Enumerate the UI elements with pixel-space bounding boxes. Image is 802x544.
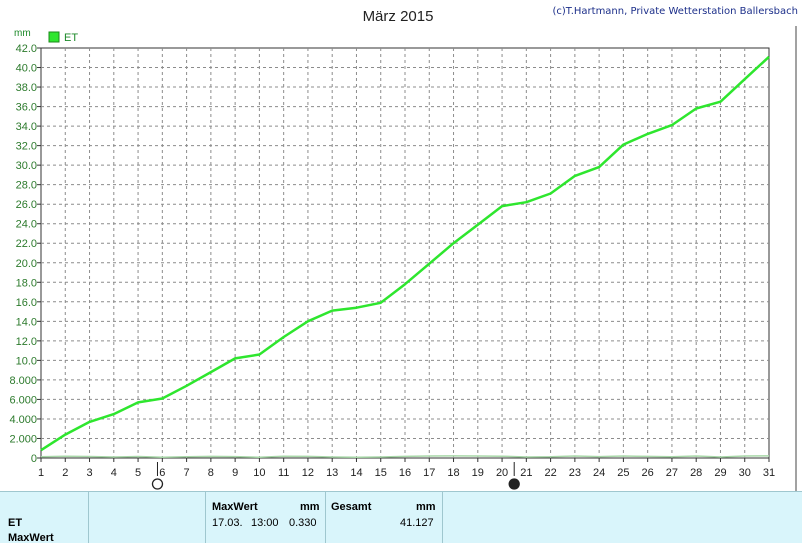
x-tick-label: 16 — [399, 467, 411, 479]
y-tick-label: 22.0 — [16, 238, 37, 250]
x-tick-label: 31 — [763, 467, 775, 479]
series-line-et — [40, 55, 770, 452]
y-tick-label: 2.000 — [9, 433, 37, 445]
new-moon-icon — [508, 478, 520, 490]
y-tick-label: 34.0 — [16, 121, 37, 133]
y-tick-label: 12.0 — [16, 336, 37, 348]
x-tick-label: 27 — [666, 467, 678, 479]
y-tick-label: 24.0 — [16, 219, 37, 231]
y-tick-label: 6.000 — [9, 394, 37, 406]
x-tick-label: 2 — [62, 467, 68, 479]
x-tick-label: 15 — [375, 467, 387, 479]
chart-background — [0, 0, 802, 491]
row-label-et: ET — [8, 517, 23, 529]
maxwert-time: 13:00 — [251, 517, 279, 529]
y-tick-label: 4.000 — [9, 414, 37, 426]
y-tick-label: 16.0 — [16, 297, 37, 309]
series-line-et-daily — [40, 455, 770, 458]
x-tick-label: 7 — [184, 467, 190, 479]
x-tick-label: 21 — [520, 467, 532, 479]
column-divider — [325, 492, 326, 543]
full-moon-icon — [151, 478, 164, 490]
x-tick-label: 8 — [208, 467, 214, 479]
x-tick-label: 17 — [423, 467, 435, 479]
y-tick-label: 36.0 — [16, 102, 37, 114]
x-tick-label: 13 — [326, 467, 338, 479]
maxwert-value: 0.330 — [289, 517, 317, 529]
y-tick-label: 8.000 — [9, 375, 37, 387]
x-tick-label: 20 — [496, 467, 508, 479]
x-tick-label: 24 — [593, 467, 605, 479]
x-tick-label: 11 — [278, 467, 289, 479]
x-tick-label: 19 — [472, 467, 484, 479]
x-tick-label: 18 — [447, 467, 459, 479]
x-tick-label: 30 — [739, 467, 751, 479]
legend-label-et: ET — [64, 32, 78, 44]
y-tick-label: 18.0 — [16, 277, 37, 289]
y-axis-unit: mm — [14, 28, 31, 39]
y-tick-label: 38.0 — [16, 82, 37, 94]
y-tick-label: 20.0 — [16, 258, 37, 270]
x-tick-label: 23 — [569, 467, 581, 479]
y-tick-label: 14.0 — [16, 316, 37, 328]
x-tick-label: 4 — [111, 467, 117, 479]
chart: März 2015 (c)T.Hartmann, Private Wetters… — [0, 0, 802, 491]
y-tick-label: 28.0 — [16, 180, 37, 192]
x-tick-label: 25 — [617, 467, 629, 479]
x-tick-label: 26 — [642, 467, 654, 479]
y-tick-label: 0 — [31, 453, 37, 465]
y-tick-label: 26.0 — [16, 199, 37, 211]
x-tick-label: 28 — [690, 467, 702, 479]
x-tick-label: 10 — [253, 467, 265, 479]
gesamt-header: Gesamt — [331, 501, 372, 513]
legend-swatch-et — [48, 31, 60, 43]
x-tick-label: 6 — [159, 467, 165, 479]
chart-credit: (c)T.Hartmann, Private Wetterstation Bal… — [552, 6, 798, 17]
x-tick-label: 22 — [544, 467, 556, 479]
gesamt-value: 41.127 — [400, 517, 434, 529]
data-table: MaxWert mm Gesamt mm ET 17.03. 13:00 0.3… — [0, 491, 802, 544]
x-tick-label: 5 — [135, 467, 141, 479]
x-tick-label: 3 — [86, 467, 92, 479]
x-tick-label: 9 — [232, 467, 238, 479]
y-tick-label: 10.0 — [16, 355, 37, 367]
y-tick-label: 32.0 — [16, 141, 37, 153]
chart-title: März 2015 — [363, 8, 434, 25]
x-tick-label: 12 — [302, 467, 314, 479]
column-divider — [205, 492, 206, 543]
y-tick-label: 40.0 — [16, 63, 37, 75]
x-tick-label: 29 — [714, 467, 726, 479]
maxwert-header: MaxWert — [212, 501, 258, 513]
gesamt-unit: mm — [416, 501, 436, 513]
maxwert-unit: mm — [300, 501, 320, 513]
column-divider — [88, 492, 89, 543]
x-tick-label: 14 — [350, 467, 362, 479]
maxwert-date: 17.03. — [212, 517, 243, 529]
column-divider — [442, 492, 443, 543]
x-tick-label: 1 — [38, 467, 44, 479]
row-label-maxwert: MaxWert — [8, 532, 54, 544]
y-tick-label: 30.0 — [16, 160, 37, 172]
y-tick-label: 42.0 — [16, 43, 37, 55]
